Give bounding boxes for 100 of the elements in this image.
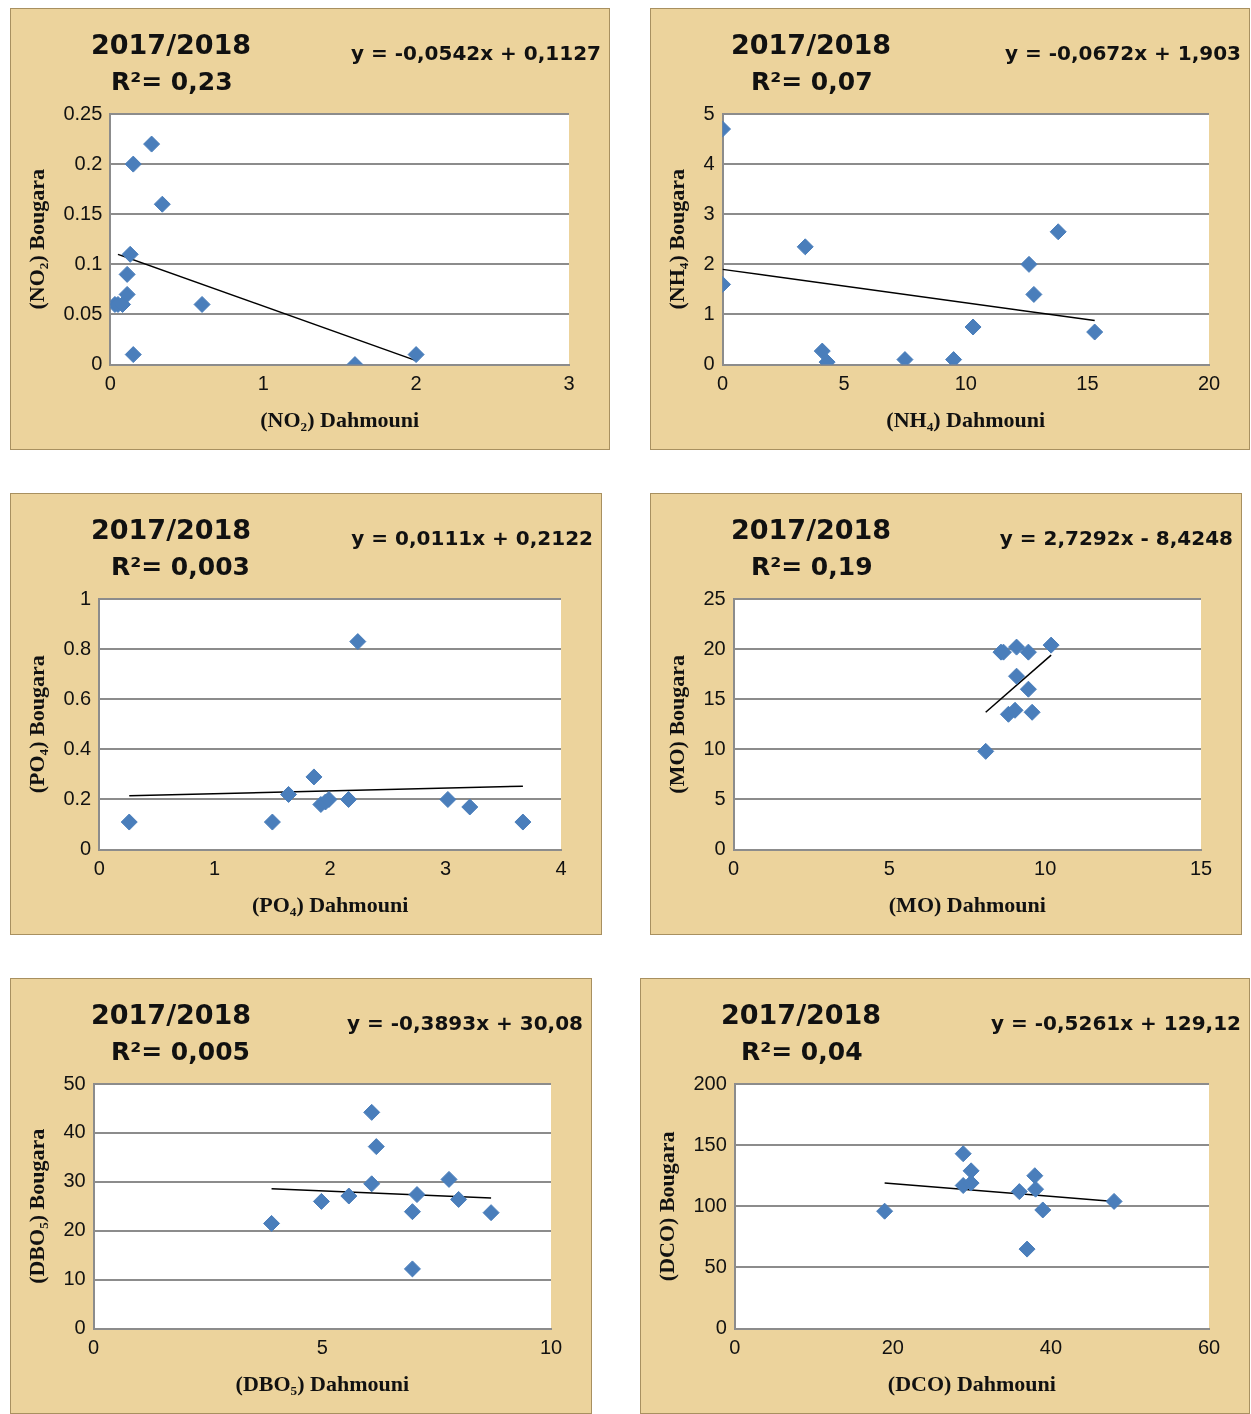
point xyxy=(1042,636,1060,654)
y-tick-label: 0 xyxy=(91,352,103,375)
y-tick-label: 25 xyxy=(703,586,726,609)
y-axis-title: (NH₄) Bougara xyxy=(663,169,689,310)
point xyxy=(945,351,963,365)
chart-subtitle: R²= 0,003 xyxy=(111,552,250,581)
y-tick-label: 20 xyxy=(703,636,726,659)
y-tick-label: 15 xyxy=(703,686,726,709)
chart-title: 2017/2018 xyxy=(91,514,252,545)
x-tick-label: 60 xyxy=(1197,1336,1221,1359)
chart-subtitle: R²= 0,07 xyxy=(751,67,873,96)
chart-title: 2017/2018 xyxy=(731,514,892,545)
point xyxy=(120,813,138,831)
point xyxy=(408,1186,426,1204)
x-axis-title: (DBO₅) Dahmouni xyxy=(235,1371,410,1397)
point xyxy=(1020,255,1038,273)
y-tick-label: 200 xyxy=(693,1071,727,1094)
text: y = 2,7292x - 8,4248 xyxy=(999,526,1233,550)
y-tick-label: 2 xyxy=(703,251,715,274)
y-tick-label: 1 xyxy=(703,302,715,324)
point xyxy=(1008,667,1026,685)
x-tick-label: 0 xyxy=(729,1336,741,1359)
y-tick-label: 0 xyxy=(703,352,715,375)
x-tick-label: 20 xyxy=(881,1336,904,1359)
point xyxy=(1019,643,1037,661)
y-tick-label: 40 xyxy=(63,1120,86,1143)
x-tick-label: 2 xyxy=(324,857,336,880)
y-tick-label: 0 xyxy=(714,837,726,860)
point xyxy=(896,351,914,365)
y-tick-label: 5 xyxy=(714,787,726,809)
chart-title: 2017/2018 xyxy=(731,29,892,60)
point xyxy=(977,742,995,760)
x-axis-title: (MO) Dahmouni xyxy=(888,892,1046,918)
y-tick-label: 30 xyxy=(63,1169,86,1192)
point xyxy=(280,785,298,803)
y-tick-label: 0.2 xyxy=(74,151,103,174)
y-axis-title: (NO₂) Bougara xyxy=(23,169,49,310)
x-tick-label: 15 xyxy=(1076,372,1099,395)
text: y = -0,5261x + 129,12 xyxy=(991,1011,1241,1035)
x-tick-label: 1 xyxy=(209,857,221,880)
point xyxy=(118,265,136,283)
point xyxy=(876,1202,894,1220)
point xyxy=(143,135,161,153)
y-tick-label: 0 xyxy=(80,837,92,860)
point xyxy=(1019,680,1037,698)
chart-subtitle: R²= 0,19 xyxy=(751,552,873,581)
x-tick-label: 10 xyxy=(539,1336,563,1359)
y-tick-label: 0.2 xyxy=(63,787,92,809)
y-axis-title: (MO) Bougara xyxy=(663,654,689,794)
point xyxy=(153,195,171,213)
x-tick-label: 3 xyxy=(563,372,575,395)
point xyxy=(1018,1240,1036,1258)
x-tick-label: 40 xyxy=(1039,1336,1063,1359)
chart-title: 2017/2018 xyxy=(721,999,882,1030)
point xyxy=(1027,1180,1045,1198)
chart-subtitle: R²= 0,005 xyxy=(111,1037,250,1066)
y-tick-label: 0.6 xyxy=(63,686,92,709)
text: y = -0,3893x + 30,08 xyxy=(346,1011,583,1035)
point xyxy=(813,342,831,360)
point xyxy=(1010,1183,1028,1201)
y-tick-label: 10 xyxy=(63,1267,86,1290)
x-tick-label: 15 xyxy=(1189,857,1213,880)
point xyxy=(305,768,323,786)
point xyxy=(363,1175,381,1193)
y-tick-label: 150 xyxy=(693,1132,727,1155)
y-tick-label: 10 xyxy=(703,736,726,759)
point xyxy=(450,1190,468,1208)
point xyxy=(1034,1201,1052,1219)
x-tick-label: 10 xyxy=(1034,857,1057,880)
point xyxy=(1086,323,1104,341)
x-axis-title: (NH₄) Dahmouni xyxy=(886,407,1046,433)
point xyxy=(407,346,425,364)
y-tick-label: 0 xyxy=(74,1316,86,1339)
y-tick-label: 50 xyxy=(63,1071,86,1094)
point xyxy=(1025,285,1043,303)
y-tick-label: 0.05 xyxy=(63,302,103,324)
y-tick-label: 3 xyxy=(703,201,715,224)
y-axis-title: (DBO₅) Bougara xyxy=(23,1128,49,1284)
point xyxy=(964,318,982,336)
point xyxy=(796,238,814,256)
point xyxy=(1008,638,1026,656)
point xyxy=(121,245,139,263)
y-tick-label: 0.1 xyxy=(74,251,103,274)
x-tick-label: 10 xyxy=(954,372,977,395)
point xyxy=(340,790,358,808)
y-tick-label: 0.15 xyxy=(63,201,103,224)
point xyxy=(367,1138,385,1156)
y-tick-label: 100 xyxy=(693,1193,727,1216)
y-tick-label: 50 xyxy=(704,1254,727,1277)
point xyxy=(1026,1167,1044,1185)
point xyxy=(263,813,281,831)
x-tick-label: 5 xyxy=(838,372,850,395)
chart-subtitle: R²= 0,04 xyxy=(741,1037,863,1066)
point xyxy=(193,295,211,313)
point xyxy=(363,1103,381,1121)
point xyxy=(124,155,142,173)
point xyxy=(118,285,136,303)
x-axis-title: (PO₄) Dahmouni xyxy=(251,892,409,918)
point xyxy=(514,813,532,831)
chart-title: 2017/2018 xyxy=(91,29,252,60)
